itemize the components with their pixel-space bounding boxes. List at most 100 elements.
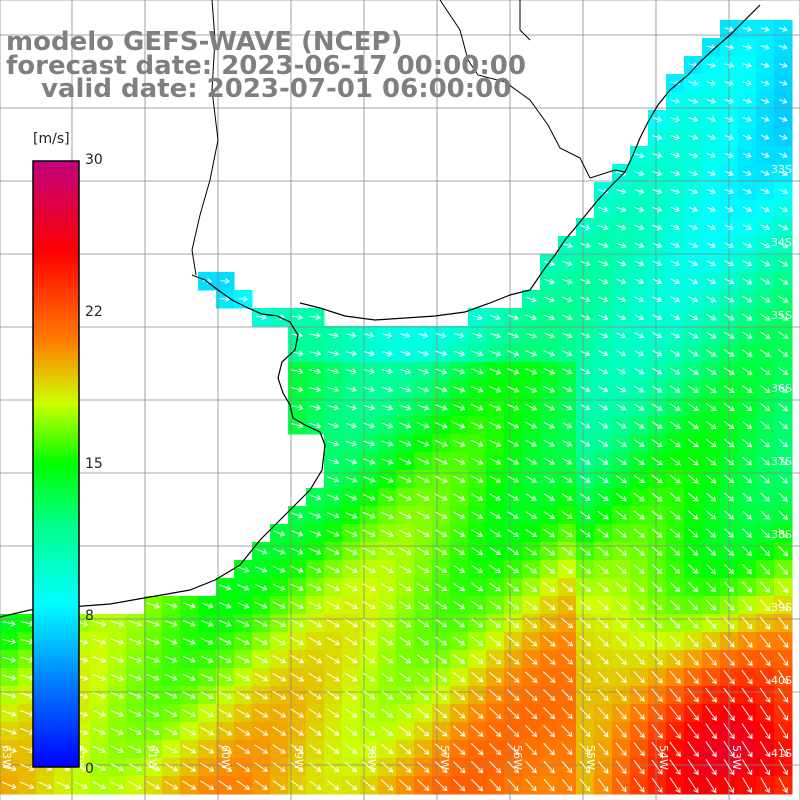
wind-arrow [597, 242, 609, 249]
wind-arrow [362, 529, 376, 537]
wind-arrow [778, 98, 788, 104]
wind-arrow [1, 781, 17, 790]
wind-arrow [777, 598, 789, 612]
wind-arrow [326, 636, 341, 646]
wind-arrow [633, 653, 645, 665]
wind-arrow [182, 744, 197, 754]
wind-arrow [597, 510, 609, 520]
wind-arrow [597, 760, 609, 774]
wind-arrow [453, 618, 466, 628]
wind-arrow [723, 634, 735, 648]
wind-arrow [381, 386, 394, 393]
wind-arrow [146, 673, 160, 681]
wind-arrow [652, 116, 663, 123]
wind-arrow [633, 724, 645, 739]
wind-arrow [597, 707, 609, 720]
wind-arrow [615, 671, 627, 684]
wind-arrow [724, 260, 735, 267]
wind-arrow [416, 511, 430, 519]
wind-arrow [616, 224, 627, 231]
wind-arrow [634, 260, 645, 267]
wind-arrow [687, 777, 699, 794]
wind-arrow [561, 725, 573, 738]
wind-arrow [688, 206, 699, 213]
wind-arrow [435, 404, 448, 411]
wind-arrow [254, 690, 269, 700]
wind-arrow [616, 314, 627, 321]
wind-arrow [741, 313, 753, 321]
lat-label: 37S [771, 455, 792, 468]
wind-arrow [453, 636, 466, 646]
wind-arrow [524, 689, 538, 702]
wind-arrow [182, 673, 196, 681]
wind-arrow [669, 688, 681, 703]
wind-arrow [597, 439, 609, 447]
wind-arrow [760, 116, 770, 122]
wind-arrow [777, 581, 789, 594]
wind-arrow [597, 528, 610, 538]
wind-arrow [380, 476, 394, 483]
wind-arrow [272, 762, 286, 772]
wind-arrow [507, 332, 520, 339]
wind-arrow [453, 332, 465, 339]
wind-arrow [742, 116, 752, 122]
wind-arrow [723, 313, 735, 321]
wind-arrow [741, 669, 753, 685]
wind-arrow [435, 547, 448, 555]
wind-arrow [759, 313, 771, 321]
wind-arrow [236, 762, 251, 772]
wind-arrow [723, 741, 735, 758]
wind-arrow [652, 224, 663, 231]
wind-arrow [705, 617, 717, 630]
wind-arrow [254, 744, 269, 754]
wind-arrow [471, 493, 484, 501]
wind-arrow [291, 530, 304, 537]
wind-arrow [670, 260, 681, 267]
wind-arrow [724, 546, 735, 556]
wind-arrow [345, 458, 358, 465]
wind-arrow [525, 760, 537, 774]
wind-arrow [742, 474, 753, 484]
wind-arrow [417, 565, 430, 573]
wind-arrow [507, 760, 520, 774]
wind-arrow [363, 726, 376, 736]
wind-arrow [182, 602, 196, 609]
wind-arrow [218, 726, 233, 736]
wind-arrow [92, 691, 107, 699]
wind-arrow [380, 565, 394, 574]
wind-arrow [290, 744, 304, 754]
wind-arrow [525, 493, 537, 501]
wind-arrow [652, 170, 663, 177]
wind-arrow [381, 404, 394, 411]
wind-arrow [561, 350, 573, 357]
wind-arrow [651, 653, 663, 666]
wind-arrow [615, 546, 627, 556]
wind-arrow [687, 723, 699, 740]
wind-arrow [182, 620, 196, 627]
wind-arrow [615, 689, 627, 702]
wind-arrow [579, 671, 591, 683]
wind-arrow [308, 637, 323, 646]
lon-label: 60W [219, 745, 232, 770]
wind-arrow [488, 671, 502, 683]
wind-arrow [110, 620, 125, 627]
wind-arrow [525, 582, 538, 592]
wind-arrow [742, 421, 753, 430]
wind-arrow [579, 564, 592, 574]
wind-arrow [616, 260, 627, 267]
wind-arrow [363, 368, 376, 375]
wind-arrow [670, 314, 681, 321]
wind-arrow [778, 116, 788, 122]
wind-arrow [579, 260, 591, 267]
lon-label: 61W [146, 745, 159, 770]
wind-arrow [399, 672, 412, 682]
wind-arrow [598, 350, 609, 357]
wind-arrow [452, 707, 466, 719]
wind-arrow [254, 637, 269, 646]
wind-arrow [688, 134, 699, 141]
forecast-date: forecast date: 2023-06-17 00:00:00 [6, 51, 526, 81]
wind-arrow [670, 242, 681, 249]
wind-arrow [759, 687, 771, 703]
wind-arrow [651, 635, 663, 647]
wind-arrow [525, 742, 538, 756]
